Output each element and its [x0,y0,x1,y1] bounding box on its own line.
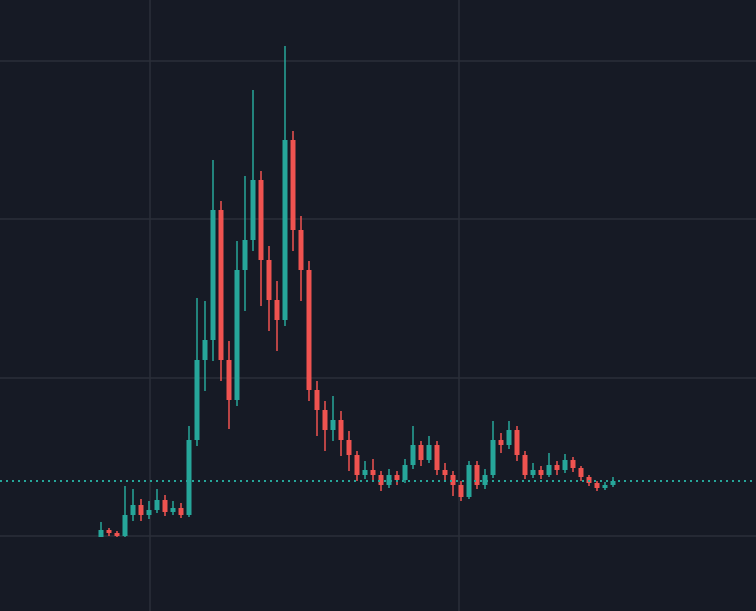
candle-body [162,500,168,512]
candle-body [170,508,176,512]
candle-body [106,530,112,533]
candle-body [498,440,504,445]
candle-body [530,470,536,475]
candle-body [538,470,544,475]
candle-body [154,500,160,510]
candle-body [210,210,216,340]
candle-body [410,445,416,465]
candle-body [514,430,520,455]
candle-body [378,475,384,485]
candle-body [226,360,232,400]
candle-body [418,445,424,460]
candle-body [450,475,456,485]
candle-body [554,465,560,470]
candle-body [562,460,568,470]
candle-body [458,485,464,497]
candle-body [386,475,392,485]
candle-body [306,270,312,390]
candle-body [122,515,128,536]
candle-body [474,465,480,485]
candle-body [282,140,288,320]
candle-body [130,505,136,515]
candle-body [98,530,104,537]
candle-body [322,410,328,430]
candle-body [186,440,192,515]
candle-body [610,481,616,485]
candle-body [434,445,440,470]
candle-body [314,390,320,410]
candle-body [362,470,368,475]
candle-body [338,420,344,440]
candle-body [490,440,496,475]
candle-body [546,465,552,475]
candle-body [202,340,208,360]
candle-body [146,510,152,515]
candle-body [234,270,240,400]
candle-body [178,508,184,515]
candle-body [242,240,248,270]
candle-body [442,470,448,475]
candle-body [602,485,608,488]
candle-body [394,475,400,480]
candle-body [218,210,224,360]
candle-body [482,475,488,485]
candle-body [274,300,280,320]
candle-body [266,260,272,300]
candle-body [250,180,256,240]
candle-body [402,465,408,480]
candle-body [594,483,600,488]
candle-body [370,470,376,475]
candle-body [114,533,120,536]
candle-body [354,455,360,475]
candle-body [290,140,296,230]
candle-body [426,445,432,460]
candle-body [194,360,200,440]
candle-body [258,180,264,260]
candle-body [570,460,576,468]
candle-body [346,440,352,455]
candle-body [578,468,584,477]
candle-body [330,420,336,430]
candle-body [506,430,512,445]
candle-body [138,505,144,515]
candle-body [522,455,528,475]
candle-body [298,230,304,270]
